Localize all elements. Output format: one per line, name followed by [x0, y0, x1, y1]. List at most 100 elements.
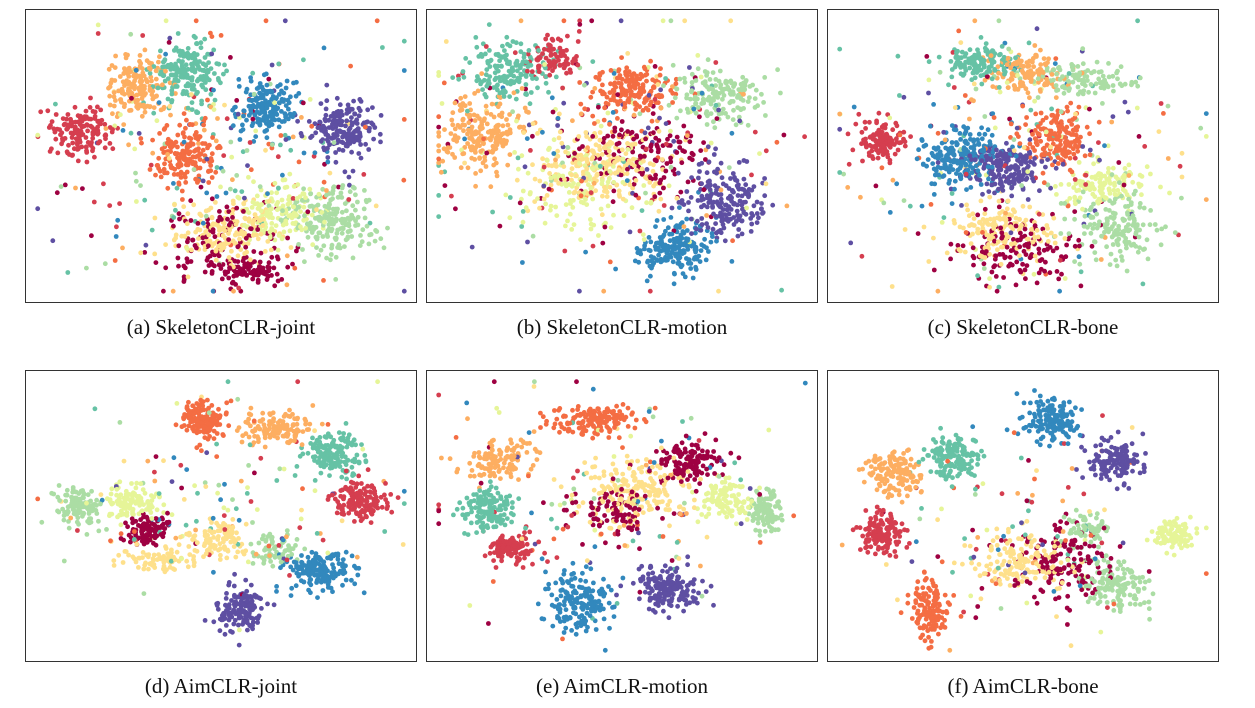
- scatter-point: [300, 100, 306, 106]
- scatter-point: [564, 70, 569, 76]
- scatter-point: [301, 217, 307, 223]
- panel-c: (c) SkeletonCLR-bone: [827, 9, 1219, 349]
- scatter-point: [250, 116, 256, 122]
- scatter-point: [325, 159, 331, 165]
- scatter-point: [209, 34, 215, 39]
- scatter-point: [873, 183, 879, 189]
- scatter-point: [92, 154, 97, 160]
- scatter-point: [744, 205, 749, 211]
- scatter-point: [234, 173, 240, 178]
- scatter-point: [264, 103, 270, 109]
- scatter-point: [284, 282, 290, 288]
- scatter-point: [563, 149, 568, 155]
- scatter-point: [359, 239, 365, 245]
- scatter-point: [247, 257, 253, 263]
- scatter-point: [303, 225, 309, 231]
- scatter-point: [259, 84, 265, 90]
- scatter-point: [928, 123, 933, 129]
- scatter-point: [935, 130, 941, 136]
- scatter-point: [1004, 244, 1010, 250]
- scatter-point: [250, 276, 256, 282]
- scatter-point: [331, 184, 337, 190]
- scatter-point: [663, 168, 669, 174]
- scatter-point: [224, 68, 230, 74]
- scatter-point: [608, 225, 614, 231]
- scatter-point: [996, 284, 1002, 290]
- scatter-point: [1053, 165, 1059, 171]
- scatter-point: [158, 107, 164, 113]
- scatter-point: [978, 35, 984, 40]
- scatter-point: [887, 210, 893, 215]
- scatter-point: [514, 118, 519, 124]
- scatter-point: [266, 76, 272, 82]
- scatter-point: [162, 161, 167, 167]
- scatter-point: [296, 242, 301, 247]
- scatter-point: [184, 117, 189, 123]
- scatter-point: [120, 128, 126, 133]
- scatter-point: [1198, 125, 1204, 131]
- scatter-point: [175, 155, 180, 161]
- scatter-point: [650, 111, 656, 116]
- scatter-point: [957, 224, 963, 230]
- scatter-point: [322, 219, 327, 225]
- scatter-point: [1055, 161, 1061, 166]
- scatter-point: [721, 207, 726, 213]
- scatter-point: [716, 107, 721, 113]
- scatter-point: [224, 204, 230, 210]
- scatter-point: [897, 132, 903, 138]
- scatter-point: [525, 51, 531, 57]
- scatter-point: [132, 78, 137, 84]
- scatter-point: [713, 190, 719, 196]
- scatter-point: [353, 218, 358, 224]
- scatter-point: [88, 116, 94, 122]
- scatter-point: [512, 150, 517, 155]
- scatter-point: [187, 135, 192, 141]
- scatter-point: [658, 259, 664, 265]
- scatter-point: [971, 262, 976, 268]
- scatter-point: [197, 134, 203, 140]
- scatter-point: [49, 146, 54, 152]
- scatter-point: [1027, 141, 1033, 147]
- scatter-point: [221, 245, 227, 251]
- scatter-point: [732, 81, 738, 87]
- scatter-point: [978, 198, 984, 204]
- scatter-point: [198, 184, 204, 190]
- scatter-point: [190, 237, 196, 243]
- scatter-point: [626, 142, 632, 148]
- scatter-point: [209, 214, 215, 220]
- scatter-point: [263, 112, 268, 118]
- scatter-point: [648, 273, 653, 279]
- scatter-point: [719, 110, 725, 116]
- scatter-point: [317, 119, 323, 125]
- scatter-point: [365, 119, 370, 125]
- scatter-point: [146, 65, 152, 71]
- scatter-point: [504, 79, 509, 85]
- scatter-point: [244, 148, 250, 153]
- scatter-point: [618, 18, 624, 24]
- scatter-point: [647, 263, 653, 269]
- scatter-point: [319, 210, 325, 215]
- scatter-point: [655, 245, 661, 251]
- scatter-point: [194, 109, 199, 115]
- scatter-point: [254, 215, 259, 221]
- scatter-point: [697, 169, 702, 174]
- scatter-point: [949, 140, 955, 145]
- scatter-point: [442, 183, 448, 189]
- scatter-point: [540, 129, 545, 135]
- scatter-point: [478, 168, 484, 174]
- scatter-point: [548, 207, 553, 213]
- scatter-point: [967, 116, 972, 122]
- scatter-point: [349, 115, 354, 120]
- scatter-point: [726, 165, 732, 171]
- scatter-point: [203, 87, 209, 93]
- scatter-point: [762, 75, 768, 80]
- scatter-point: [106, 66, 112, 72]
- scatter-point: [205, 243, 211, 249]
- scatter-point: [625, 147, 631, 152]
- scatter-point: [483, 103, 489, 109]
- scatter-point: [472, 91, 477, 96]
- scatter-point: [578, 111, 584, 117]
- scatter-point: [693, 110, 699, 116]
- scatter-point: [489, 101, 495, 107]
- scatter-point: [122, 83, 127, 88]
